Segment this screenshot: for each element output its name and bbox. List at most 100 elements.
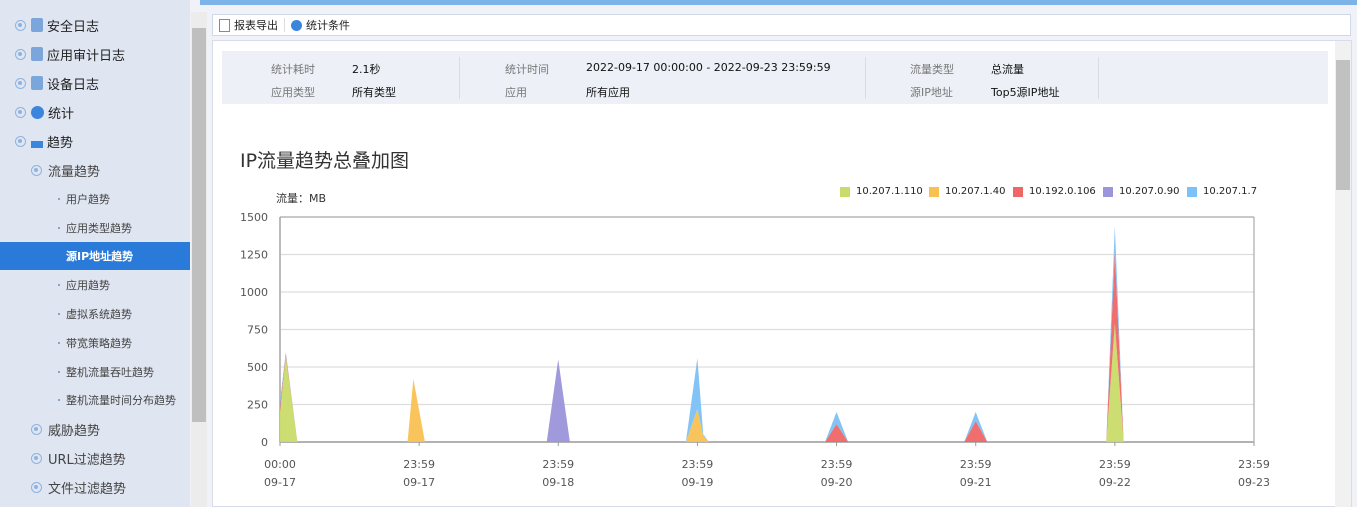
legend-swatch xyxy=(1103,186,1113,197)
legend-item[interactable]: 10.207.1.40 xyxy=(929,186,1005,197)
sidebar-item-source-ip-trend[interactable]: 源IP地址趋势 xyxy=(0,242,190,270)
export-report-button[interactable]: 报表导出 xyxy=(213,17,284,33)
x-tick-label-date: 09-17 xyxy=(403,476,435,489)
app-type-label: 应用类型 xyxy=(271,86,315,99)
app-label: 应用 xyxy=(505,86,527,99)
src-ip-value: Top5源IP地址 xyxy=(991,86,1060,99)
legend-label: 10.192.0.106 xyxy=(1029,186,1096,197)
stacked-area-chart: 流量：MB 0 250 500 750 1000 1250 1500 00:00 09-17 23:… xyxy=(240,191,1270,489)
chart-title: IP流量趋势总叠加图 xyxy=(240,150,410,172)
legend-label: 10.207.1.7 xyxy=(1203,186,1258,197)
pie-chart-icon xyxy=(31,105,44,119)
x-tick-label-time: 23:59 xyxy=(682,458,714,471)
x-tick-label-date: 09-20 xyxy=(821,476,853,489)
time-label: 统计时间 xyxy=(505,63,549,76)
sidebar-item-vsys-trend[interactable]: 虚拟系统趋势 xyxy=(0,300,190,328)
bullet-icon xyxy=(58,227,60,229)
sidebar-item-label: 用户趋势 xyxy=(66,193,110,206)
src-ip-label: 源IP地址 xyxy=(910,86,953,99)
sidebar-item-label: 威胁趋势 xyxy=(48,423,101,439)
sidebar-item-traffic-trend[interactable]: 流量趋势 xyxy=(0,156,190,184)
sidebar-item-label: 文件过滤趋势 xyxy=(48,481,127,497)
legend-label: 10.207.1.110 xyxy=(856,186,923,197)
bullet-icon xyxy=(58,313,60,315)
sidebar-item-label: 应用类型趋势 xyxy=(66,222,132,235)
sidebar-item-app-type-trend[interactable]: 应用类型趋势 xyxy=(0,214,190,242)
y-tick-label: 1000 xyxy=(240,286,268,299)
sidebar-item-threat-trend[interactable]: 威胁趋势 xyxy=(0,415,190,443)
x-tick-label-date: 09-18 xyxy=(542,476,574,489)
legend-item[interactable]: 10.207.1.110 xyxy=(840,186,923,197)
legend-item[interactable]: 10.207.0.90 xyxy=(1103,186,1179,197)
report-summary: 统计耗时 2.1秒 应用类型 所有类型 统计时间 2022-09-17 00:0… xyxy=(222,51,1328,104)
collapse-icon xyxy=(15,135,26,147)
bullet-icon xyxy=(58,342,60,344)
sidebar-item-label: 流量趋势 xyxy=(48,164,101,180)
stat-conditions-button[interactable]: 统计条件 xyxy=(285,17,356,33)
log-file-icon xyxy=(31,18,43,32)
sidebar-item-device-log[interactable]: 设备日志 xyxy=(0,69,190,97)
sidebar-item-label: 整机流量吞吐趋势 xyxy=(66,366,154,379)
y-tick-label: 750 xyxy=(247,324,268,337)
sidebar-item-file-filter-trend[interactable]: 文件过滤趋势 xyxy=(0,473,190,501)
app-type-value: 所有类型 xyxy=(352,86,396,99)
sidebar-item-app-trend[interactable]: 应用趋势 xyxy=(0,271,190,299)
x-tick-label-time: 00:00 xyxy=(264,458,296,471)
sidebar-item-security-log[interactable]: 安全日志 xyxy=(0,11,190,39)
sidebar-item-url-filter-trend[interactable]: URL过滤趋势 xyxy=(0,444,190,472)
sidebar-item-label: 统计 xyxy=(48,106,75,122)
sidebar-item-label: 应用审计日志 xyxy=(47,48,126,64)
y-tick-label: 500 xyxy=(247,361,268,374)
x-tick-label-time: 23:59 xyxy=(542,458,574,471)
trend-chart-icon xyxy=(31,134,43,148)
x-tick-label-date: 09-17 xyxy=(264,476,296,489)
sidebar-item-label: 应用趋势 xyxy=(66,279,110,292)
sidebar-item-label: 趋势 xyxy=(47,135,74,151)
device-file-icon xyxy=(31,76,43,90)
x-tick-label-date: 09-19 xyxy=(681,476,713,489)
expand-icon xyxy=(15,19,26,31)
sidebar-item-bandwidth-trend[interactable]: 带宽策略趋势 xyxy=(0,329,190,357)
sidebar-item-user-trend[interactable]: 用户趋势 xyxy=(0,185,190,213)
y-tick-label: 0 xyxy=(261,436,268,449)
legend-item[interactable]: 10.207.1.7 xyxy=(1187,186,1257,197)
legend-swatch xyxy=(840,186,850,197)
conditions-label: 统计条件 xyxy=(306,19,350,32)
sidebar-item-trend[interactable]: 趋势 xyxy=(0,127,190,155)
sidebar-item-time-distribution-trend[interactable]: 整机流量时间分布趋势 xyxy=(0,386,190,414)
report-panel xyxy=(212,40,1352,507)
flow-type-value: 总流量 xyxy=(991,63,1024,76)
x-tick-label-date: 09-21 xyxy=(960,476,992,489)
x-tick-label-time: 23:59 xyxy=(960,458,992,471)
pie-chart-icon xyxy=(291,19,302,31)
time-value: 2022-09-17 00:00:00 - 2022-09-23 23:59:5… xyxy=(586,61,831,74)
legend-item[interactable]: 10.192.0.106 xyxy=(1013,186,1096,197)
x-tick-label-date: 09-23 xyxy=(1238,476,1270,489)
divider xyxy=(1098,57,1099,99)
sidebar-item-label: 源IP地址趋势 xyxy=(66,250,134,263)
y-tick-label: 1250 xyxy=(240,249,268,262)
x-tick-label-time: 23:59 xyxy=(1238,458,1270,471)
legend-swatch xyxy=(929,186,939,197)
sidebar-item-label: 虚拟系统趋势 xyxy=(66,308,132,321)
divider xyxy=(284,18,285,32)
sidebar-item-audit-log[interactable]: 应用审计日志 xyxy=(0,40,190,68)
duration-label: 统计耗时 xyxy=(271,63,315,76)
bullet-icon xyxy=(58,399,60,401)
legend-label: 10.207.0.90 xyxy=(1119,186,1180,197)
sidebar-item-throughput-trend[interactable]: 整机流量吞吐趋势 xyxy=(0,358,190,386)
flow-type-label: 流量类型 xyxy=(910,63,954,76)
bullet-icon xyxy=(58,284,60,286)
y-tick-label: 1500 xyxy=(240,211,268,224)
sidebar-item-statistics[interactable]: 统计 xyxy=(0,98,190,126)
content-scrollbar-thumb[interactable] xyxy=(1336,60,1350,190)
top-strip xyxy=(200,0,1357,5)
export-label: 报表导出 xyxy=(234,19,278,32)
expand-icon xyxy=(31,481,42,493)
x-tick-label-time: 23:59 xyxy=(403,458,435,471)
sidebar-scrollbar-thumb[interactable] xyxy=(192,28,206,422)
expand-icon xyxy=(31,423,42,435)
bullet-icon xyxy=(58,255,60,257)
expand-icon xyxy=(15,77,26,89)
audit-file-icon xyxy=(31,47,43,61)
